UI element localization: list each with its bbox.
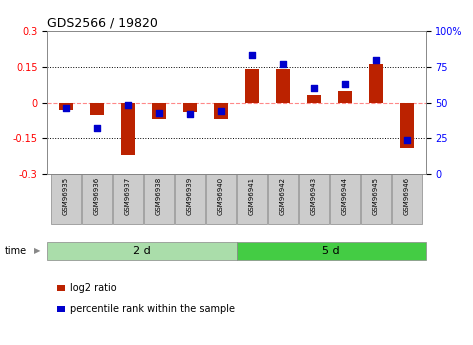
Text: GSM96938: GSM96938 — [156, 177, 162, 215]
Bar — [214, 102, 228, 119]
Text: GSM96946: GSM96946 — [404, 177, 410, 215]
Bar — [175, 174, 205, 224]
Bar — [268, 174, 298, 224]
Text: time: time — [5, 246, 27, 256]
Point — [155, 110, 163, 115]
Point — [93, 126, 101, 131]
Bar — [361, 174, 391, 224]
Bar — [338, 91, 352, 102]
Point — [403, 137, 411, 142]
Bar — [59, 102, 73, 110]
Text: GSM96936: GSM96936 — [94, 177, 100, 215]
Text: ▶: ▶ — [34, 246, 41, 256]
Bar — [152, 102, 166, 119]
Text: GSM96943: GSM96943 — [311, 177, 317, 215]
Text: 2 d: 2 d — [133, 246, 151, 256]
Bar — [245, 69, 259, 102]
Bar — [307, 96, 321, 102]
Text: GSM96944: GSM96944 — [342, 177, 348, 215]
Bar — [237, 174, 267, 224]
Text: GSM96935: GSM96935 — [63, 177, 69, 215]
Bar — [330, 174, 360, 224]
Point — [217, 108, 225, 114]
Bar — [206, 174, 236, 224]
Bar — [51, 174, 81, 224]
Bar — [400, 102, 414, 148]
Bar — [82, 174, 112, 224]
Bar — [276, 69, 290, 102]
Text: GDS2566 / 19820: GDS2566 / 19820 — [47, 17, 158, 30]
Text: percentile rank within the sample: percentile rank within the sample — [70, 304, 235, 314]
Bar — [144, 174, 174, 224]
Text: GSM96945: GSM96945 — [373, 177, 379, 215]
Bar — [183, 102, 197, 112]
Bar — [113, 174, 143, 224]
Bar — [90, 102, 104, 115]
Bar — [392, 174, 422, 224]
Point — [279, 61, 287, 67]
Bar — [299, 174, 329, 224]
Text: 5 d: 5 d — [322, 246, 340, 256]
Text: log2 ratio: log2 ratio — [70, 283, 117, 293]
Text: GSM96937: GSM96937 — [125, 177, 131, 215]
Point — [248, 53, 256, 58]
Point — [186, 111, 194, 117]
Point — [310, 86, 318, 91]
Text: GSM96941: GSM96941 — [249, 177, 255, 215]
Bar — [121, 102, 135, 155]
Bar — [369, 65, 383, 102]
Text: GSM96940: GSM96940 — [218, 177, 224, 215]
Point — [62, 106, 70, 111]
Point — [124, 103, 131, 108]
Point — [342, 81, 349, 87]
Point — [372, 57, 380, 62]
Text: GSM96939: GSM96939 — [187, 177, 193, 215]
Text: GSM96942: GSM96942 — [280, 177, 286, 215]
